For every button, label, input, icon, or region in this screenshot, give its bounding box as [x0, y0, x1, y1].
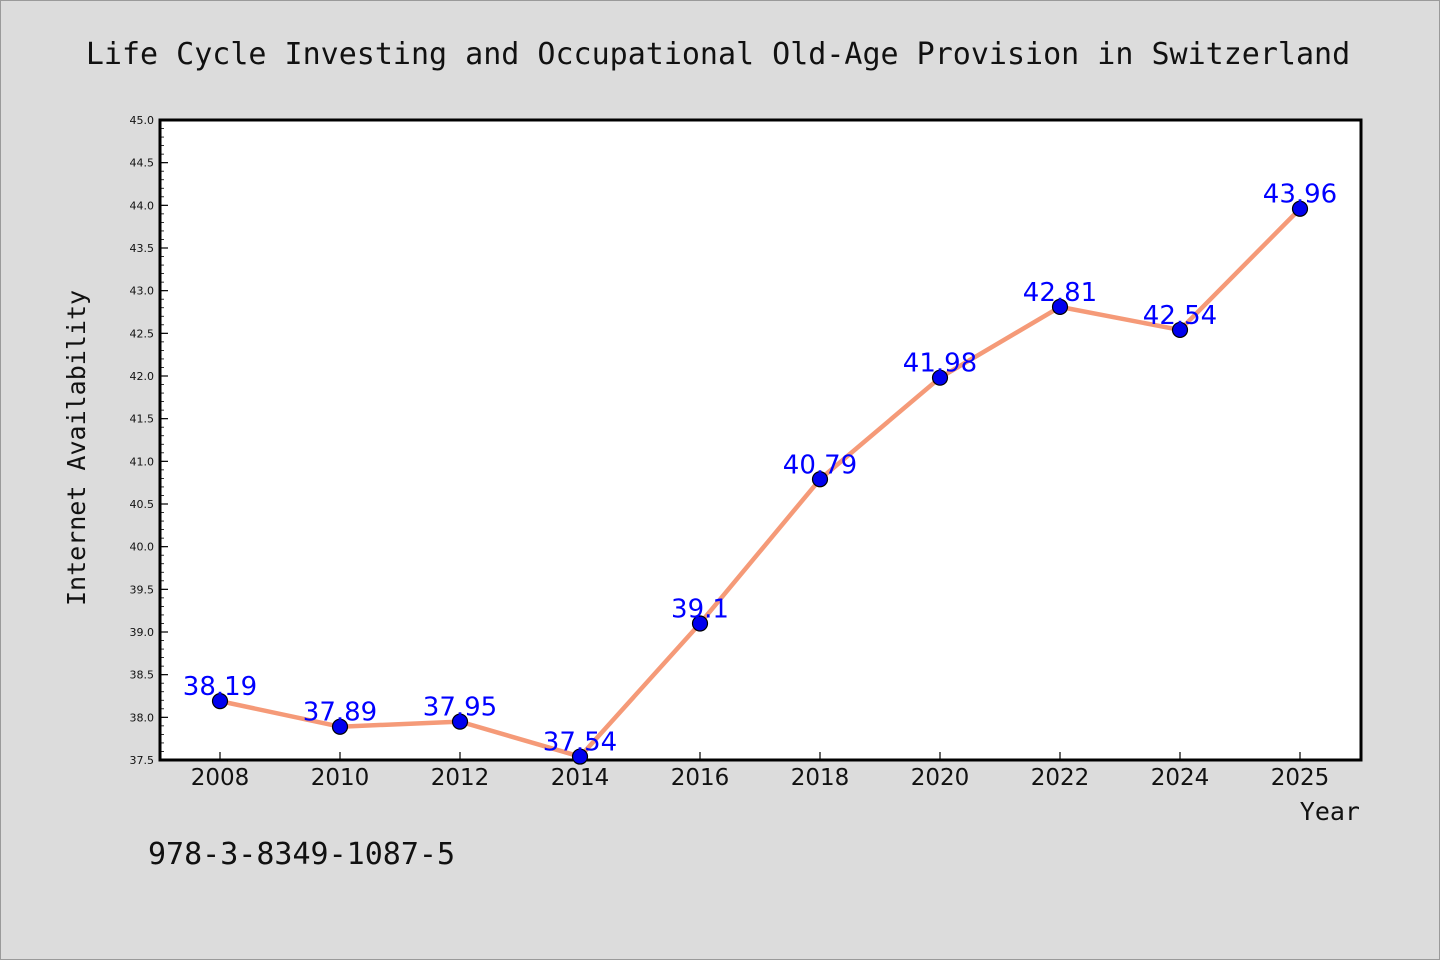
series-line	[219, 207, 1302, 759]
series-markers	[211, 200, 1309, 765]
x-tick-label: 2014	[551, 765, 610, 791]
x-tick-label: 2022	[1031, 765, 1090, 791]
data-point	[211, 693, 229, 710]
data-label: 37.95	[423, 693, 497, 723]
x-tick-label: 2008	[191, 765, 250, 791]
chart-title: Life Cycle Investing and Occupational Ol…	[86, 37, 1350, 72]
data-label: 43.96	[1263, 180, 1337, 210]
y-tick-label: 38.0	[130, 711, 155, 724]
y-tick-label: 42.0	[130, 370, 155, 383]
data-point	[931, 369, 949, 386]
data-label: 39.1	[671, 594, 729, 624]
y-tick-label: 43.0	[130, 285, 155, 298]
data-point	[1291, 200, 1309, 217]
data-point	[451, 713, 469, 730]
y-tick-label: 39.5	[130, 583, 155, 596]
y-tick-label: 41.0	[130, 455, 155, 468]
y-tick-label: 44.5	[130, 157, 155, 170]
data-point	[691, 615, 709, 632]
data-labels: 38.19 37.89 37.95 37.54 39.1 40.79 41.98 42.81 4…	[183, 180, 1337, 758]
data-point	[1051, 298, 1069, 315]
y-axis-ticks: 37.5 38.0 38.5 39.0 39.5 40.0 40.5 41.0 41.5 42.0…	[130, 114, 168, 767]
data-label: 42.54	[1143, 301, 1217, 331]
data-label: 40.79	[783, 450, 857, 480]
x-axis-ticks: 2008 2010 2012 2014 2016 2018 2020 2022 2024 2025	[191, 752, 1330, 791]
data-point	[1171, 321, 1189, 339]
y-tick-label: 42.5	[130, 327, 155, 340]
data-label: 37.54	[543, 728, 617, 758]
y-tick-label: 41.5	[130, 413, 155, 426]
data-point	[811, 471, 829, 488]
x-tick-label: 2018	[791, 765, 850, 791]
x-tick-label: 2016	[671, 765, 730, 791]
x-axis-title: Year	[1300, 797, 1360, 826]
x-tick-label: 2024	[1151, 765, 1210, 791]
y-tick-label: 39.0	[130, 626, 155, 639]
series-line-group	[219, 207, 1302, 759]
x-tick-label: 2020	[911, 765, 970, 791]
data-label: 37.89	[303, 698, 377, 728]
plot-area	[158, 118, 1363, 762]
isbn-label: 978-3-8349-1087-5	[148, 837, 455, 872]
x-tick-label: 2025	[1271, 765, 1330, 791]
data-point	[571, 748, 589, 765]
data-label: 42.81	[1023, 278, 1097, 308]
data-label: 38.19	[183, 672, 257, 702]
y-tick-label: 40.0	[130, 541, 155, 554]
y-tick-label: 38.5	[130, 669, 155, 682]
x-tick-label: 2012	[431, 765, 490, 791]
y-tick-label: 43.5	[130, 242, 155, 255]
data-point	[331, 718, 349, 735]
y-tick-label: 37.5	[130, 754, 155, 767]
y-tick-label: 40.5	[130, 498, 155, 511]
x-tick-label: 2010	[311, 765, 370, 791]
y-axis-title: Internet Availability	[62, 290, 91, 606]
y-tick-label: 45.0	[130, 114, 155, 127]
data-label: 41.98	[903, 349, 977, 379]
y-tick-label: 44.0	[130, 199, 155, 212]
